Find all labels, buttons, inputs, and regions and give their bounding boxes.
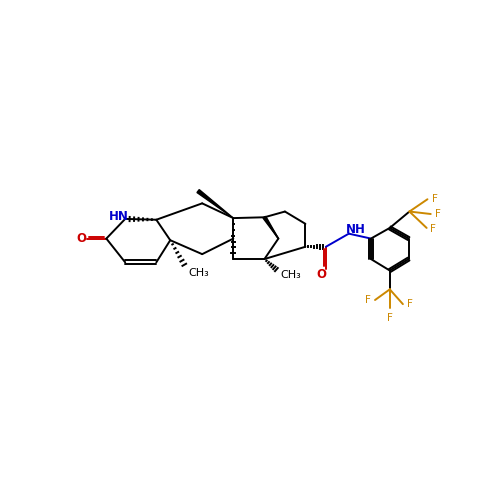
Text: O: O	[317, 268, 327, 281]
Text: CH₃: CH₃	[188, 268, 209, 278]
Text: F: F	[435, 209, 440, 219]
Polygon shape	[197, 190, 234, 218]
Text: F: F	[387, 313, 392, 323]
Text: CH₃: CH₃	[281, 270, 301, 280]
Text: F: F	[430, 224, 436, 234]
Text: F: F	[432, 194, 438, 204]
Text: HN: HN	[108, 210, 128, 223]
Text: O: O	[76, 232, 86, 245]
Text: F: F	[407, 299, 413, 309]
Text: NH: NH	[346, 223, 366, 236]
Polygon shape	[263, 216, 278, 238]
Text: F: F	[365, 295, 371, 305]
